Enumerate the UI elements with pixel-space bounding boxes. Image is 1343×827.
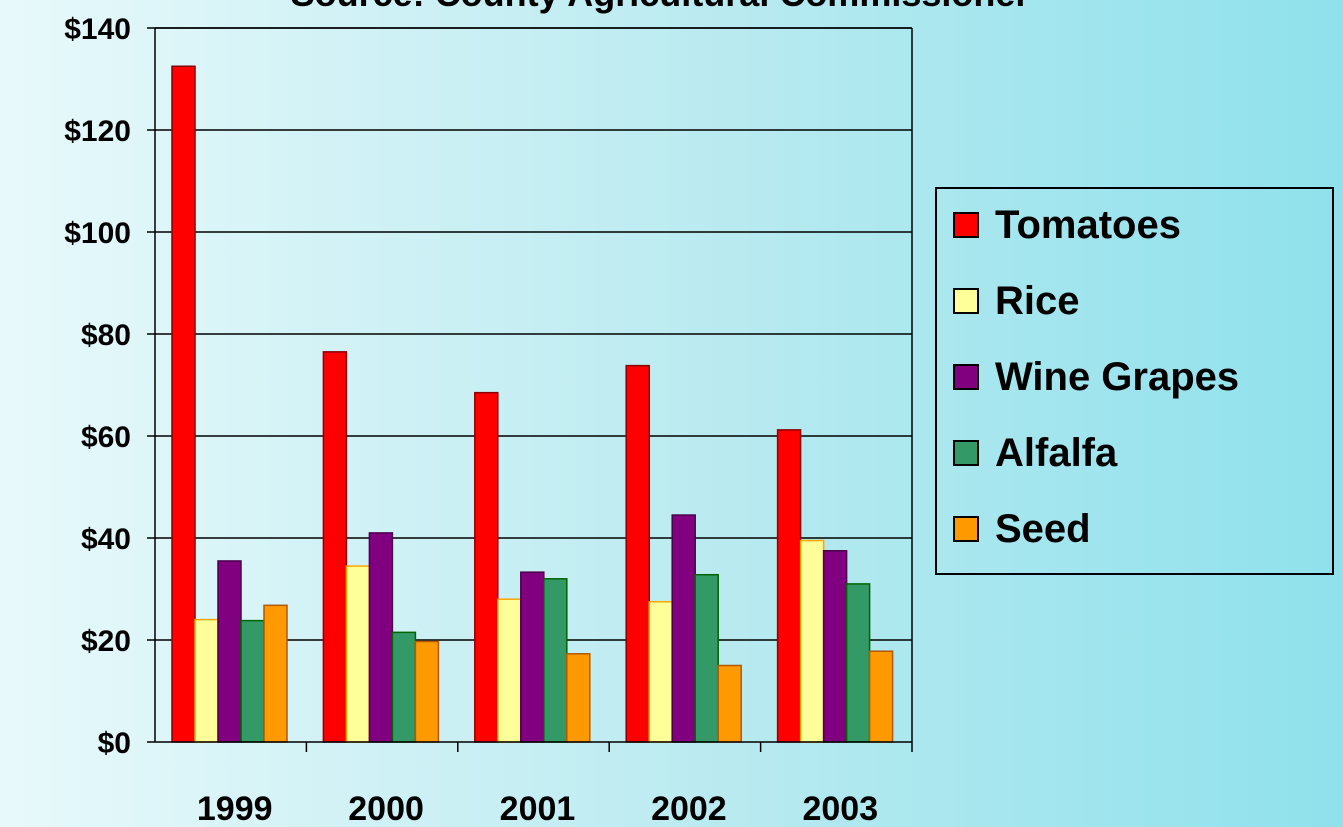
bar-alfalfa-2001 bbox=[543, 578, 568, 743]
bar-rice-2002 bbox=[648, 601, 673, 743]
bar-seed-1999 bbox=[263, 604, 288, 743]
legend-item-alfalfa: Alfalfa bbox=[953, 427, 1117, 479]
legend-swatch-rice bbox=[953, 288, 979, 314]
bar-seed-2003 bbox=[868, 650, 894, 743]
y-tick-label: $0 bbox=[98, 727, 131, 760]
legend-label-seed: Seed bbox=[995, 506, 1091, 551]
bar-wine-grapes-2001 bbox=[520, 571, 545, 743]
bar-alfalfa-2003 bbox=[845, 583, 871, 743]
legend-item-tomatoes: Tomatoes bbox=[953, 199, 1181, 251]
legend-label-tomatoes: Tomatoes bbox=[995, 202, 1181, 247]
bar-rice-2000 bbox=[345, 565, 371, 743]
legend-item-wine-grapes: Wine Grapes bbox=[953, 351, 1239, 403]
bar-seed-2000 bbox=[414, 640, 440, 743]
x-tick-label: 2001 bbox=[500, 790, 576, 827]
bar-wine-grapes-2000 bbox=[368, 532, 394, 743]
y-tick-label: $120 bbox=[64, 115, 131, 148]
bar-rice-2003 bbox=[799, 539, 825, 743]
bar-rice-2001 bbox=[497, 598, 522, 743]
y-tick-label: $60 bbox=[81, 421, 131, 454]
bar-alfalfa-2002 bbox=[694, 573, 719, 743]
bar-seed-2001 bbox=[566, 653, 591, 743]
x-tick-labels: 1999 2000 2001 2002 2003 bbox=[197, 790, 878, 827]
y-tick-label: $100 bbox=[64, 217, 131, 250]
bar-rice-1999 bbox=[194, 618, 219, 743]
legend-item-seed: Seed bbox=[953, 503, 1091, 555]
bar-seed-2002 bbox=[717, 664, 742, 743]
legend-swatch-alfalfa bbox=[953, 440, 979, 466]
legend-swatch-tomatoes bbox=[953, 212, 979, 238]
bar-wine-grapes-1999 bbox=[217, 560, 242, 743]
legend: Tomatoes Rice Wine Grapes Alfalfa Seed bbox=[935, 187, 1334, 575]
y-tick-label: $80 bbox=[81, 319, 131, 352]
bar-alfalfa-1999 bbox=[240, 619, 265, 743]
legend-swatch-seed bbox=[953, 516, 979, 542]
bars bbox=[171, 65, 894, 743]
x-tick-label: 1999 bbox=[197, 790, 273, 827]
x-tick-label: 2002 bbox=[651, 790, 727, 827]
bar-alfalfa-2000 bbox=[391, 631, 417, 743]
bar-tomatoes-2003 bbox=[776, 429, 802, 743]
chart-title: Source: County Agricultural Commissioner bbox=[291, 0, 1030, 14]
y-tick-label: $20 bbox=[81, 625, 131, 658]
legend-item-rice: Rice bbox=[953, 275, 1080, 327]
bar-tomatoes-1999 bbox=[171, 65, 196, 743]
bar-wine-grapes-2003 bbox=[822, 550, 848, 743]
bar-tomatoes-2002 bbox=[625, 364, 650, 743]
y-tick-label: $140 bbox=[64, 13, 131, 46]
legend-label-wine-grapes: Wine Grapes bbox=[995, 354, 1240, 399]
x-tick-label: 2000 bbox=[348, 790, 424, 827]
axes bbox=[147, 27, 913, 752]
legend-swatch-wine-grapes bbox=[953, 364, 979, 390]
legend-label-rice: Rice bbox=[995, 278, 1080, 323]
y-tick-labels: $0 $20 $40 $60 $80 $100 $120 $140 bbox=[64, 13, 131, 760]
y-tick-label: $40 bbox=[81, 523, 131, 556]
bar-wine-grapes-2002 bbox=[671, 514, 696, 743]
legend-label-alfalfa: Alfalfa bbox=[995, 430, 1118, 475]
x-tick-label: 2003 bbox=[802, 790, 878, 827]
bar-tomatoes-2001 bbox=[474, 391, 499, 743]
bar-tomatoes-2000 bbox=[322, 351, 348, 743]
